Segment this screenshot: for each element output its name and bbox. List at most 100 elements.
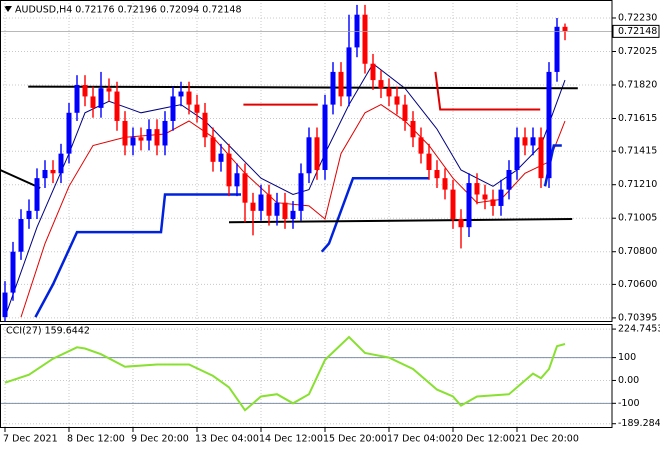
y-tick-label: 0.70600 (618, 279, 657, 290)
x-tick-label: 20 Dec 12:00 (451, 434, 515, 445)
menu-icon (4, 6, 12, 12)
candle-body (378, 80, 384, 89)
x-tick-label: 14 Dec 12:00 (259, 434, 323, 445)
candle-body (130, 137, 136, 146)
candle-body (458, 219, 464, 228)
candle-body (474, 183, 480, 195)
y-tick-label: -189.2846 (618, 418, 660, 429)
candle-body (522, 137, 528, 146)
candle-body (218, 153, 224, 162)
candle-body (178, 91, 184, 97)
candle-body (98, 88, 104, 108)
candle-body (426, 153, 432, 170)
candle-body (546, 71, 552, 179)
candle-body (154, 129, 160, 146)
candle-body (114, 91, 120, 121)
chart-title: AUDUSD,H4 0.72176 0.72196 0.72094 0.7214… (15, 5, 242, 16)
x-tick-label: 17 Dec 04:00 (387, 434, 451, 445)
last-price-box (612, 24, 660, 38)
candle-body (554, 26, 560, 72)
candle-body (66, 112, 72, 154)
y-tick-label: 100 (618, 352, 636, 363)
candle-body (258, 194, 264, 211)
candle-body (226, 153, 232, 187)
candle-body (202, 112, 208, 138)
candle-body (10, 251, 16, 293)
x-tick-label: 7 Dec 2021 (3, 434, 58, 445)
candle-body (266, 194, 272, 216)
last-price-label: 0.72148 (618, 26, 657, 37)
x-tick-label: 15 Dec 20:00 (323, 434, 387, 445)
candle-body (466, 183, 472, 228)
candle-body (298, 173, 304, 211)
candle-body (74, 84, 80, 113)
candle-body (506, 169, 512, 190)
overlay-line (28, 85, 578, 90)
y-tick-label: 0.71210 (618, 179, 657, 190)
y-tick-label: 0.71005 (618, 213, 657, 224)
y-tick-label: 0.70800 (618, 246, 657, 257)
y-tick-label: 0.72025 (618, 46, 657, 57)
candle-body (290, 210, 296, 220)
candle-body (538, 137, 544, 179)
overlay-line (0, 169, 41, 189)
candle-body (402, 104, 408, 121)
y-tick-label: 224.7453 (618, 324, 660, 335)
candle-body (498, 189, 504, 206)
candle-body (370, 63, 376, 81)
candle-body (234, 173, 240, 187)
candle-body (18, 219, 24, 252)
x-tick-label: 8 Dec 12:00 (67, 434, 125, 445)
candle-body (362, 14, 368, 64)
indicator-title: CCI(27) 159.6442 (6, 326, 90, 337)
candle-body (122, 120, 128, 146)
candle-body (90, 96, 96, 108)
candle-body (210, 137, 216, 162)
candle-body (386, 88, 392, 97)
candle-body (482, 194, 488, 200)
panel-frame (0, 324, 613, 428)
candle-body (314, 137, 320, 170)
candle-body (42, 169, 48, 179)
candle-body (138, 137, 144, 141)
candle-body (162, 120, 168, 146)
x-tick-label: 13 Dec 04:00 (195, 434, 259, 445)
y-tick-label: 0.71415 (618, 146, 657, 157)
candle-body (330, 71, 336, 105)
candle-body (450, 189, 456, 220)
x-tick-label: 21 Dec 20:00 (515, 434, 579, 445)
overlay-line (228, 218, 573, 224)
candle-body (514, 137, 520, 170)
y-tick-label: 0.70395 (618, 312, 657, 323)
x-tick-label: 9 Dec 20:00 (131, 434, 189, 445)
candle-body (250, 202, 256, 211)
candle-body (170, 96, 176, 121)
candle-body (34, 178, 40, 211)
y-tick-label: 0.00 (618, 375, 639, 386)
candle-body (394, 96, 400, 105)
candle-body (434, 169, 440, 179)
y-tick-label: 0.71820 (618, 79, 657, 90)
candle-body (306, 137, 312, 174)
candle-body (562, 26, 568, 32)
panel-frame (0, 0, 613, 322)
y-tick-label: 0.72230 (618, 12, 657, 23)
indicator-line (4, 335, 566, 412)
candle-body (194, 104, 200, 113)
candle-body (186, 91, 192, 105)
candle-body (50, 169, 56, 174)
candle-body (346, 47, 352, 97)
candle-body (418, 137, 424, 154)
candle-body (530, 137, 536, 146)
candle-body (282, 202, 288, 220)
candle-body (410, 120, 416, 138)
candle-body (2, 292, 8, 318)
candle-body (106, 88, 112, 92)
overlay-line (434, 71, 541, 111)
y-tick-label: -100 (618, 398, 640, 409)
candle-body (338, 71, 344, 97)
candle-body (58, 153, 64, 174)
candle-body (442, 178, 448, 190)
